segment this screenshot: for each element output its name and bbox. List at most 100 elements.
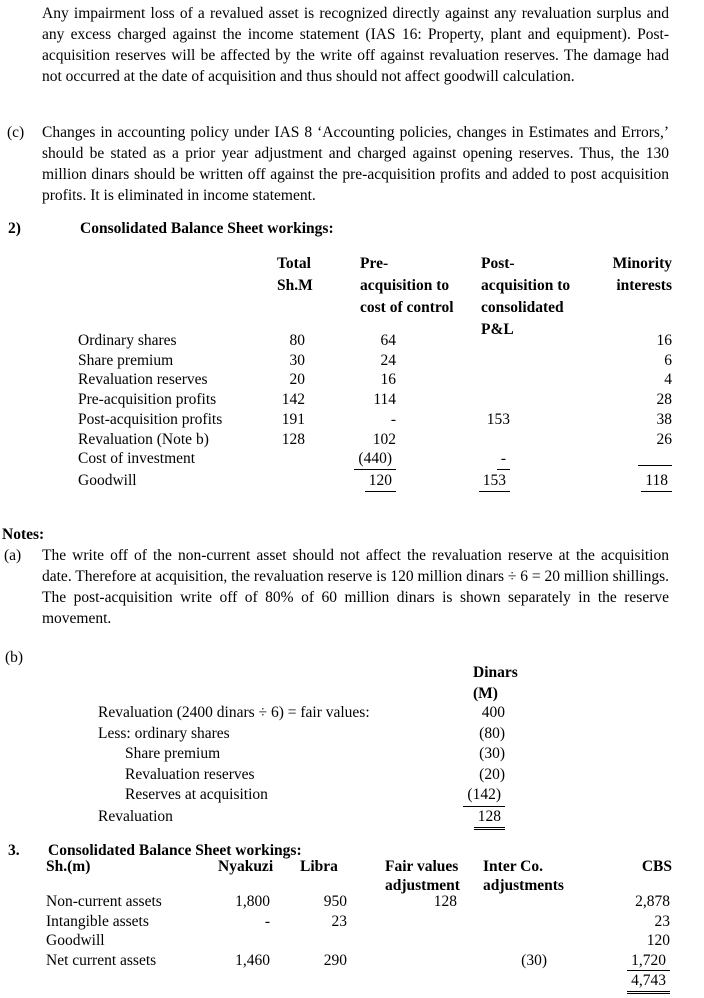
cell-value: (80) (479, 724, 505, 742)
total-value-underlined: 118 (510, 471, 672, 493)
cell-value: 1,800 (235, 893, 270, 910)
cell-value (347, 971, 457, 994)
column-header: Sh.(m) (46, 858, 91, 875)
cell-value (457, 892, 547, 912)
table-row: Non-current assets 1,800 950 128 2,878 (46, 892, 672, 912)
intro-paragraph: Any impairment loss of a revalued asset … (42, 5, 669, 85)
cell-value: 102 (372, 430, 396, 448)
table-row: Intangible assets - 23 23 (46, 912, 672, 932)
table-row: Goodwill 120 (46, 931, 672, 951)
consolidated-balance-sheet-workings-table: Total Sh.M Pre- acquisition to cost of co… (78, 248, 673, 493)
cell-value: 30 (289, 351, 306, 369)
item-c-label: (c) (7, 124, 25, 141)
cell-value (457, 912, 547, 932)
underline-rule: 153 (478, 471, 510, 493)
table-row: Share premium 30 24 6 (78, 351, 672, 371)
cell-value (457, 931, 547, 951)
underline-rule: 120 (364, 471, 396, 493)
cell-value: 23 (331, 912, 348, 930)
cell-value: Pre-acquisition profits (78, 391, 217, 409)
column-header: Inter Co. adjustments (483, 858, 564, 894)
cell-value (347, 912, 457, 932)
column-header: Fair values adjustment (385, 858, 460, 894)
row-label: Less: ordinary shares (98, 724, 230, 742)
cell-value: (20) (479, 765, 505, 783)
section-3-number: 3. (8, 842, 20, 859)
notes-heading: Notes: (2, 526, 45, 543)
item-c: (c) Changes in accounting policy under I… (7, 122, 669, 206)
cell-value (347, 931, 457, 951)
section-3-title: Consolidated Balance Sheet workings: (48, 842, 302, 859)
table2-body: Ordinary shares 80 64 16 Share premium 30 24 6 R… (78, 331, 673, 493)
note-a: (a) The write off of the non-current ass… (4, 545, 669, 629)
total-value-underlined: (142) (438, 785, 505, 807)
cell-value: Revaluation (Note b) (78, 430, 209, 448)
table-row: Cost of investment (440) - (78, 449, 672, 471)
total-value-double-underlined: 4,743 (547, 971, 670, 994)
total-value-underlined: (440) (305, 449, 396, 471)
cell-value (396, 390, 510, 410)
underline-rule: (440) (354, 449, 396, 470)
total-value-underlined: - (396, 449, 510, 471)
cell-value: Goodwill (78, 472, 137, 490)
total-value-underlined: 120 (305, 471, 396, 493)
table-row: Goodwill 120 153 118 (78, 471, 672, 493)
cell-value (396, 331, 510, 351)
section-3-heading: 3. Consolidated Balance Sheet workings: (8, 840, 608, 861)
cell-value: Intangible assets (46, 912, 149, 930)
total-value-underlined: 1,720 (547, 951, 670, 971)
cell-value (396, 430, 510, 450)
column-header: Minority interests (612, 255, 672, 294)
cell-value (270, 931, 347, 951)
note-a-label: (a) (4, 547, 22, 564)
cell-value (260, 449, 305, 471)
cell-value (347, 951, 457, 972)
note-a-text: The write off of the non-current asset s… (42, 547, 669, 627)
cell-value: Net current assets (46, 951, 157, 969)
cell-value: Goodwill (46, 932, 105, 949)
cell-value: 80 (289, 332, 306, 349)
cell-value: 6 (664, 351, 672, 369)
cell-value: 16 (656, 332, 673, 349)
cell-value: (30) (521, 951, 547, 969)
table-row: Revaluation reserves (20) (98, 765, 505, 786)
cell-value: 1,460 (235, 951, 270, 969)
section-2-title: Consolidated Balance Sheet workings: (80, 220, 334, 237)
cell-value: 20 (289, 371, 306, 389)
table-row: Post-acquisition profits 191 - 153 38 (78, 410, 672, 430)
underline-rule: - (496, 449, 510, 470)
cell-value (396, 370, 510, 390)
cell-value: (30) (479, 745, 505, 762)
cell-value: 950 (323, 893, 347, 910)
cell-value (196, 931, 270, 951)
cell-value: 120 (646, 932, 670, 949)
cell-value: 142 (281, 391, 305, 409)
column-header: CBS (641, 858, 672, 875)
row-label: Revaluation (2400 dinars ÷ 6) = fair val… (98, 704, 370, 721)
table-row: Share premium (30) (98, 744, 505, 765)
cell-value: 38 (656, 410, 673, 428)
cell-value: - (390, 410, 396, 428)
cell-value: 128 (433, 893, 457, 910)
column-header: Pre- acquisition to cost of control (360, 255, 454, 316)
cell-value: Post-acquisition profits (78, 410, 223, 428)
table3-body: Non-current assets 1,800 950 128 2,878 Intang… (46, 892, 672, 994)
underline-rule (638, 449, 672, 466)
table-row: Pre-acquisition profits 142 114 28 (78, 390, 672, 410)
section-2-number: 2) (8, 220, 21, 237)
table-row: Reserves at acquisition (142) (98, 785, 505, 807)
table-row: Revaluation reserves 20 16 4 (78, 370, 672, 390)
underline-rule: 118 (641, 471, 672, 493)
row-label: Share premium (125, 745, 221, 762)
total-value-underlined (510, 449, 672, 471)
dinars-column-header: Dinars (M) (473, 664, 518, 702)
cell-value: Cost of investment (78, 450, 196, 468)
column-header: Nyakuzi (218, 858, 274, 875)
table-row: 4,743 (46, 971, 672, 994)
cell-value: Ordinary shares (78, 332, 177, 349)
underline-rule: 128 (473, 807, 505, 830)
section-2-heading: 2) Consolidated Balance Sheet workings: (8, 218, 608, 239)
cell-value (396, 351, 510, 371)
cell-value: 26 (656, 430, 673, 448)
